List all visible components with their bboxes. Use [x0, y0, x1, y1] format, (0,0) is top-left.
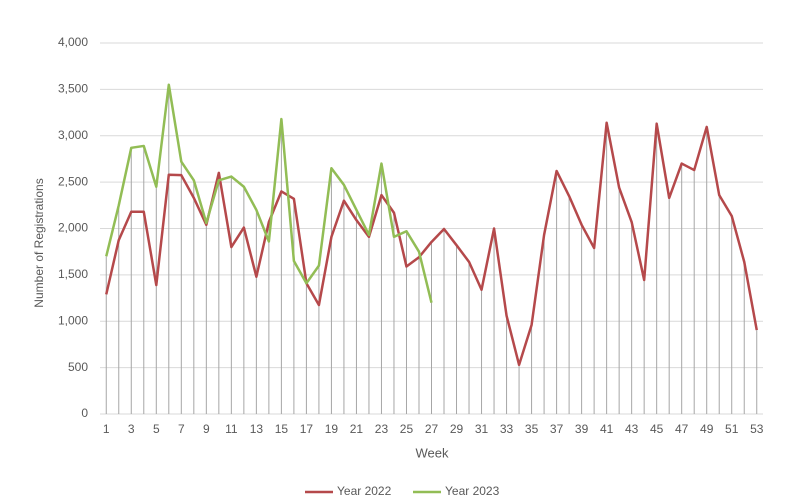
- y-tick-label: 1,500: [58, 267, 88, 281]
- x-tick-label: 37: [550, 422, 564, 436]
- x-tick-label: 43: [625, 422, 639, 436]
- y-tick-label: 2,500: [58, 174, 88, 188]
- x-tick-label: 35: [525, 422, 539, 436]
- series-line: [105, 83, 433, 303]
- y-tick-label: 1,000: [58, 313, 88, 327]
- y-tick-label: 500: [68, 360, 88, 374]
- x-tick-label: 27: [425, 422, 439, 436]
- x-tick-label: 23: [375, 422, 389, 436]
- x-axis-label: Week: [416, 445, 449, 460]
- x-tick-label: 31: [475, 422, 489, 436]
- x-tick-label: 17: [300, 422, 314, 436]
- x-tick-label: 11: [225, 422, 238, 436]
- x-tick-label: 3: [128, 422, 135, 436]
- y-tick-label: 4,000: [58, 35, 88, 49]
- y-axis-label: Number of Registrations: [32, 178, 46, 307]
- x-tick-label: 33: [500, 422, 514, 436]
- x-tick-label: 9: [203, 422, 210, 436]
- x-tick-label: 13: [250, 422, 264, 436]
- x-tick-label: 51: [725, 422, 739, 436]
- legend-label: Year 2023: [445, 484, 500, 498]
- x-tick-label: 19: [325, 422, 339, 436]
- legend-label: Year 2022: [337, 484, 392, 498]
- y-tick-label: 3,000: [58, 128, 88, 142]
- x-tick-label: 49: [700, 422, 714, 436]
- x-tick-label: 41: [600, 422, 614, 436]
- x-tick-label: 39: [575, 422, 589, 436]
- x-tick-label: 21: [350, 422, 364, 436]
- x-tick-label: 45: [650, 422, 664, 436]
- x-tick-label: 7: [178, 422, 185, 436]
- y-tick-label: 3,500: [58, 82, 88, 96]
- x-tick-label: 25: [400, 422, 414, 436]
- x-tick-label: 1: [103, 422, 110, 436]
- x-tick-label: 29: [450, 422, 464, 436]
- x-tick-label: 5: [153, 422, 160, 436]
- y-tick-label: 0: [81, 406, 88, 420]
- x-tick-label: 15: [275, 422, 289, 436]
- y-tick-label: 2,000: [58, 221, 88, 235]
- x-tick-label: 53: [750, 422, 764, 436]
- x-tick-label: 47: [675, 422, 689, 436]
